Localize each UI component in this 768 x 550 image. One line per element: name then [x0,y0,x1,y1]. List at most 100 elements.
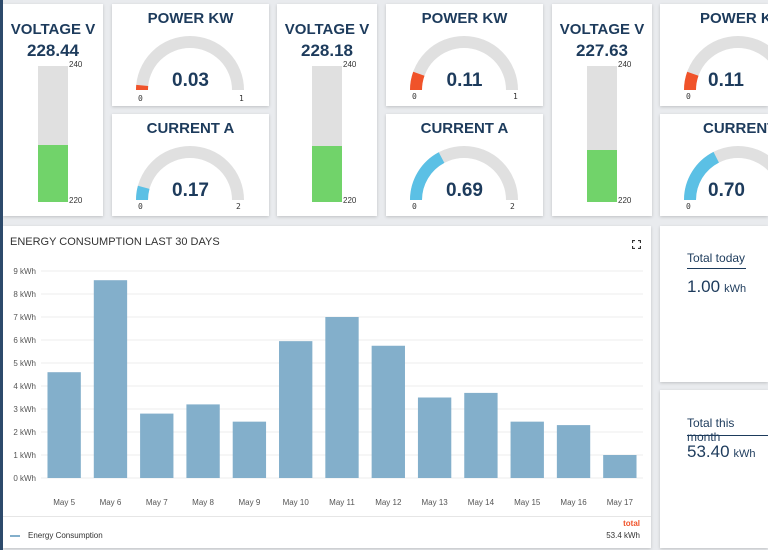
power-card-2: POWER KW 0.11 0 1 [386,4,543,106]
bar [464,392,498,478]
x-tick-label: May 15 [514,498,541,507]
y-tick-label: 0 kWh [13,474,36,483]
y-tick-label: 2 kWh [13,428,36,437]
y-tick-label: 8 kWh [13,290,36,299]
total-month-value: 53.40 kWh [687,442,756,462]
total-today-underline [687,268,746,269]
bar [556,425,591,478]
current-value: 0.69 [446,180,483,201]
legend-total-header: total [623,519,640,528]
voltage-bar-fill [587,150,617,202]
voltage-title: VOLTAGE V [284,21,370,38]
voltage-max-label: 240 [69,60,83,69]
total-today-value: 1.00 kWh [687,277,746,297]
power-card-3: POWER KW 0.11 0 [660,4,768,106]
legend-swatch [10,535,20,537]
power-title: POWER KW [700,10,768,27]
bar [232,421,267,478]
voltage-bar [587,66,617,202]
energy-bar-chart: 0 kWh 1 kWh 2 kWh 3 kWh 4 kWh 5 kWh 6 kWh 7 kWh… [13,267,643,507]
current-max-label: 2 [510,202,515,211]
bar [47,372,81,478]
y-tick-label: 3 kWh [13,405,36,414]
voltage-card-2: VOLTAGE V 228.18 240 220 [277,4,377,216]
power-card-1: POWER KW 0.03 0 1 [112,4,269,106]
x-tick-label: May 12 [375,498,402,507]
x-tick-label: May 9 [238,498,260,507]
bar [603,455,637,478]
legend-total-value: 53.4 kWh [606,531,640,540]
gauge-track [410,36,518,91]
power-max-label: 1 [239,94,244,103]
total-month-label: Total this month [687,416,735,444]
voltage-bar-fill [38,144,68,202]
legend-label[interactable]: Energy Consumption [28,531,103,540]
y-tick-label: 9 kWh [13,267,36,276]
voltage-min-label: 220 [343,196,357,205]
chart-title: ENERGY CONSUMPTION LAST 30 DAYS [10,236,220,248]
power-min-label: 0 [412,92,417,101]
gauge-fill [684,71,699,91]
bar [325,317,359,478]
voltage-title: VOLTAGE V [559,21,645,38]
power-min-label: 0 [138,94,143,103]
current-card-3: CURRENT 0.70 0 [660,114,768,216]
voltage-min-label: 220 [69,196,83,205]
total-today-card: Total today 1.00 kWh [660,226,768,382]
gauge-track [136,36,244,91]
x-tick-label: May 8 [192,498,214,507]
voltage-card-1: VOLTAGE V 228.44 240 220 [3,4,103,216]
total-month-number: 53.40 [687,442,730,461]
power-value: 0.11 [708,70,744,91]
current-min-label: 0 [138,202,143,211]
y-tick-label: 5 kWh [13,359,36,368]
power-title: POWER KW [147,10,234,27]
voltage-max-label: 240 [618,60,632,69]
power-value: 0.03 [172,70,209,91]
gauge-track [136,146,244,201]
x-tick-label: May 14 [468,498,495,507]
current-value: 0.70 [708,180,745,201]
bar [93,280,128,478]
x-tick-label: May 5 [53,498,75,507]
x-tick-label: May 16 [560,498,587,507]
bar [371,345,405,478]
current-gauge [684,146,768,201]
power-max-label: 1 [513,92,518,101]
y-tick-label: 1 kWh [13,451,36,460]
gauge-fill [410,152,445,201]
bar [279,341,313,478]
current-card-1: CURRENT A 0.17 0 2 [112,114,269,216]
x-tick-label: May 13 [421,498,448,507]
bar [510,421,544,478]
power-min-label: 0 [686,92,691,101]
current-gauge [410,146,518,201]
left-edge-accent [0,0,3,550]
current-min-label: 0 [686,202,691,211]
total-today-label: Total today [687,251,746,265]
energy-chart-panel: ENERGY CONSUMPTION LAST 30 DAYS 0 kWh 1 k… [3,226,651,548]
total-month-unit: kWh [733,448,756,460]
x-tick-label: May 10 [283,498,310,507]
total-today-unit: kWh [724,283,747,295]
voltage-value: 228.18 [301,41,353,60]
power-gauge [410,36,518,91]
y-tick-label: 6 kWh [13,336,36,345]
bar [417,397,452,478]
power-gauge [684,36,768,91]
gauge-fill [684,151,720,201]
current-max-label: 2 [236,202,241,211]
current-title: CURRENT [703,120,768,137]
legend-divider [3,516,651,517]
x-tick-label: May 17 [607,498,634,507]
fullscreen-icon[interactable] [632,240,641,249]
x-tick-label: May 11 [329,498,355,507]
voltage-min-label: 220 [618,196,632,205]
voltage-bar [38,66,68,202]
voltage-card-3: VOLTAGE V 227.63 240 220 [552,4,652,216]
total-month-card: Total this month 53.40 kWh [660,390,768,548]
voltage-title: VOLTAGE V [10,21,96,38]
voltage-max-label: 240 [343,60,357,69]
x-tick-label: May 7 [146,498,168,507]
bar [186,404,220,478]
